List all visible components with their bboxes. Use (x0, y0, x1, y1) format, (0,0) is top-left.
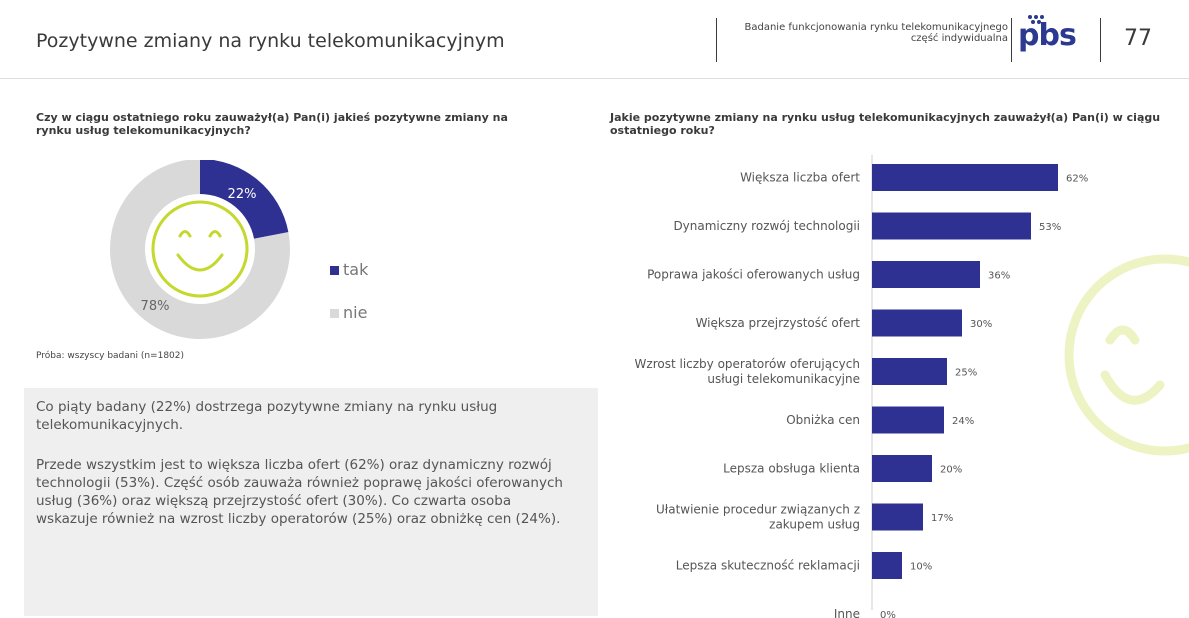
background-smiley-icon (1064, 254, 1189, 456)
bar (872, 455, 932, 482)
header-separator (716, 18, 717, 62)
bar-value-label: 0% (880, 610, 896, 618)
bar-category-label: Dynamiczny rozwój technologii (673, 219, 860, 233)
bar-value-label: 25% (955, 368, 977, 379)
bar (872, 552, 902, 579)
pbs-logo: pbs (1018, 18, 1077, 53)
bar-value-label: 36% (988, 271, 1010, 282)
sample-note: Próba: wszyscy badani (n=1802) (36, 351, 185, 361)
bar (872, 358, 947, 385)
summary-box: Co piąty badany (22%) dostrzega pozytywn… (24, 388, 598, 616)
summary-paragraph-1: Co piąty badany (22%) dostrzega pozytywn… (36, 399, 498, 433)
donut-slice-nie (110, 160, 290, 339)
bar-value-label: 53% (1039, 222, 1061, 233)
donut-slice-tak (200, 160, 289, 239)
bar-value-label: 62% (1066, 174, 1088, 185)
header-divider (0, 78, 1189, 79)
bar-category-label: Ułatwienie procedur związanych z (656, 503, 860, 517)
legend-label-nie: nie (343, 303, 368, 322)
bar (872, 406, 944, 434)
bar-category-label: Wzrost liczby operatorów oferujących (635, 357, 860, 371)
legend-swatch-nie (330, 309, 339, 318)
page-number: 77 (1124, 26, 1152, 51)
summary-paragraph-2: Przede wszystkim jest to większa liczba … (36, 457, 563, 527)
bar-category-label: usługi telekomunikacyjne (707, 372, 860, 386)
bar (872, 212, 1031, 240)
logo-dots-icon (1028, 15, 1044, 24)
study-info: Badanie funkcjonowania rynku telekomunik… (718, 22, 1009, 44)
legend-swatch-tak (330, 266, 339, 275)
bar-category-label: Lepsza skuteczność reklamacji (676, 559, 860, 573)
smiley-icon (151, 200, 249, 298)
bar (872, 503, 923, 531)
bar-value-label: 24% (952, 416, 974, 427)
bar-category-label: Inne (834, 607, 860, 618)
bar-category-label: Obniżka cen (786, 413, 860, 427)
right-question: Jakie pozytywne zmiany na rynku usług te… (610, 111, 1161, 137)
header-separator (1100, 18, 1101, 62)
donut-label-nie: 78% (141, 299, 170, 314)
bar-category-label: Większa przejrzystość ofert (696, 316, 861, 330)
legend-label-tak: tak (343, 260, 369, 279)
header-separator (1011, 18, 1012, 62)
bar-category-label: Poprawa jakości oferowanych usług (647, 268, 860, 282)
bar-value-label: 10% (910, 562, 932, 573)
bar (872, 164, 1058, 191)
legend-item-nie: nie (330, 303, 367, 322)
legend-item-tak: tak (330, 260, 368, 279)
study-title: Badanie funkcjonowania rynku telekomunik… (744, 22, 1009, 33)
bar (872, 309, 962, 337)
bar-category-label: Lepsza obsługa klienta (723, 462, 860, 476)
bar-value-label: 20% (940, 465, 962, 476)
bar-value-label: 30% (970, 319, 992, 330)
donut-chart: 22% 78% (110, 160, 290, 339)
study-subtitle: część indywidualna (910, 33, 1008, 44)
bar-category-label: zakupem usług (769, 518, 860, 532)
donut-label-tak: 22% (228, 187, 257, 202)
bar-chart: Większa liczba ofert 62% Dynamiczny rozwój… (635, 155, 1088, 618)
left-question: Czy w ciągu ostatniego roku zauważył(a) … (36, 111, 508, 137)
page-title: Pozytywne zmiany na rynku telekomunikacy… (36, 30, 505, 52)
bar-category-label: Większa liczba ofert (740, 171, 860, 185)
bar-value-label: 17% (931, 513, 953, 524)
bar (872, 261, 980, 288)
